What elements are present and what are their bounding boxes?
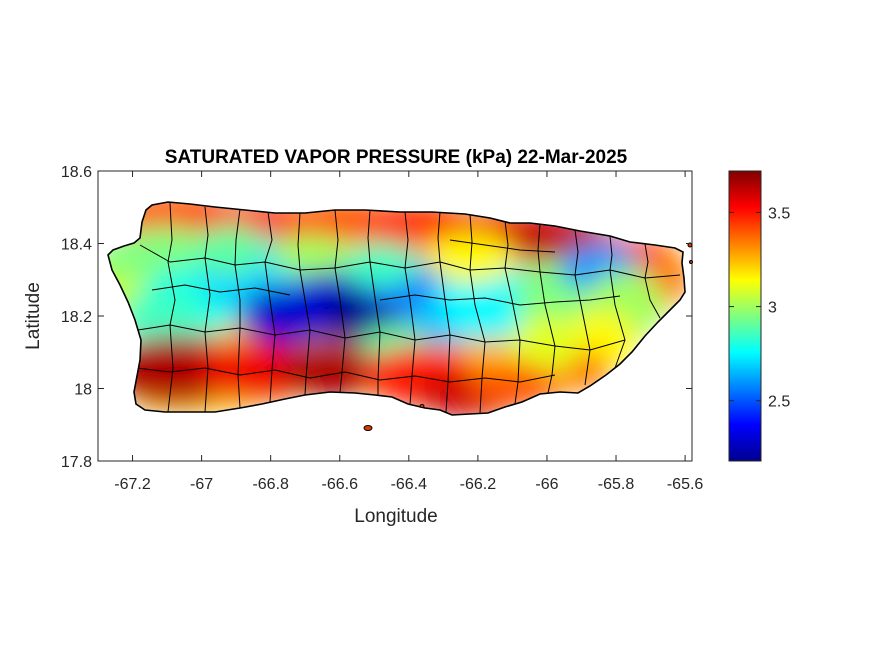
heat-blob-33 [195, 225, 265, 275]
x-tick-label: -66.6 [322, 476, 359, 493]
municipal-boundary [404, 211, 416, 406]
heat-blob-34 [425, 233, 515, 283]
x-tick-label: -66.4 [391, 476, 428, 493]
x-tick-label: -66.8 [252, 476, 289, 493]
heat-blob-26 [510, 315, 580, 375]
municipal-boundary [167, 202, 176, 413]
municipal-boundaries [136, 202, 681, 414]
municipal-boundary [151, 284, 291, 296]
x-tick-label: -67.2 [114, 476, 151, 493]
municipal-boundary [644, 243, 661, 319]
municipal-boundary [204, 206, 211, 413]
heat-blob-29 [280, 342, 380, 398]
heat-blob-35 [340, 243, 420, 287]
municipal-boundary [136, 367, 556, 383]
heat-field [108, 202, 685, 415]
x-tick-label: -67 [190, 476, 213, 493]
municipal-boundary [504, 220, 521, 405]
y-tick-label: 18 [74, 382, 92, 399]
municipal-boundary [574, 229, 591, 386]
y-axis-label: Latitude [23, 282, 44, 350]
islet [363, 425, 373, 431]
municipal-boundary [449, 239, 556, 253]
colorbar-ticks: 3.5 3 2.5 [729, 205, 790, 411]
municipal-boundary [437, 211, 451, 413]
y-tick-label: 18.4 [61, 237, 92, 254]
y-tick-label: 18.2 [61, 309, 92, 326]
colorbar-tick-label: 3 [768, 300, 777, 317]
y-axis: 18.6 18.4 18.2 18 17.8 [61, 164, 692, 471]
islet [419, 404, 425, 408]
municipal-boundary [469, 213, 486, 414]
islet [689, 260, 693, 264]
island-outline [107, 201, 686, 416]
municipal-boundary [537, 223, 556, 394]
x-tick-label: -65.6 [667, 476, 704, 493]
heat-blob-27 [110, 335, 240, 405]
municipal-boundary [264, 211, 276, 403]
chart-title: SATURATED VAPOR PRESSURE (kPa) 22-Mar-20… [165, 147, 628, 168]
x-axis: -67.2 -67 -66.8 -66.6 -66.4 -66.2 -66 -65.8 -65.… [114, 171, 703, 493]
municipal-boundary [297, 212, 311, 396]
colorbar-tick-label: 2.5 [768, 394, 790, 411]
municipal-boundary [609, 235, 626, 369]
x-tick-label: -66 [535, 476, 558, 493]
y-tick-label: 18.6 [61, 164, 92, 181]
heat-blob-12 [120, 293, 200, 343]
x-axis-label: Longitude [354, 506, 437, 527]
y-tick-label: 17.8 [61, 454, 92, 471]
x-tick-label: -65.8 [598, 476, 635, 493]
colorbar [728, 170, 762, 462]
heat-blob-36 [270, 235, 350, 275]
x-tick-label: -66.2 [460, 476, 497, 493]
municipal-boundary [367, 209, 381, 395]
colorbar-tick-label: 3.5 [768, 205, 790, 222]
municipal-boundary [379, 294, 621, 306]
municipal-boundary [334, 209, 346, 393]
municipal-boundary [234, 208, 241, 409]
